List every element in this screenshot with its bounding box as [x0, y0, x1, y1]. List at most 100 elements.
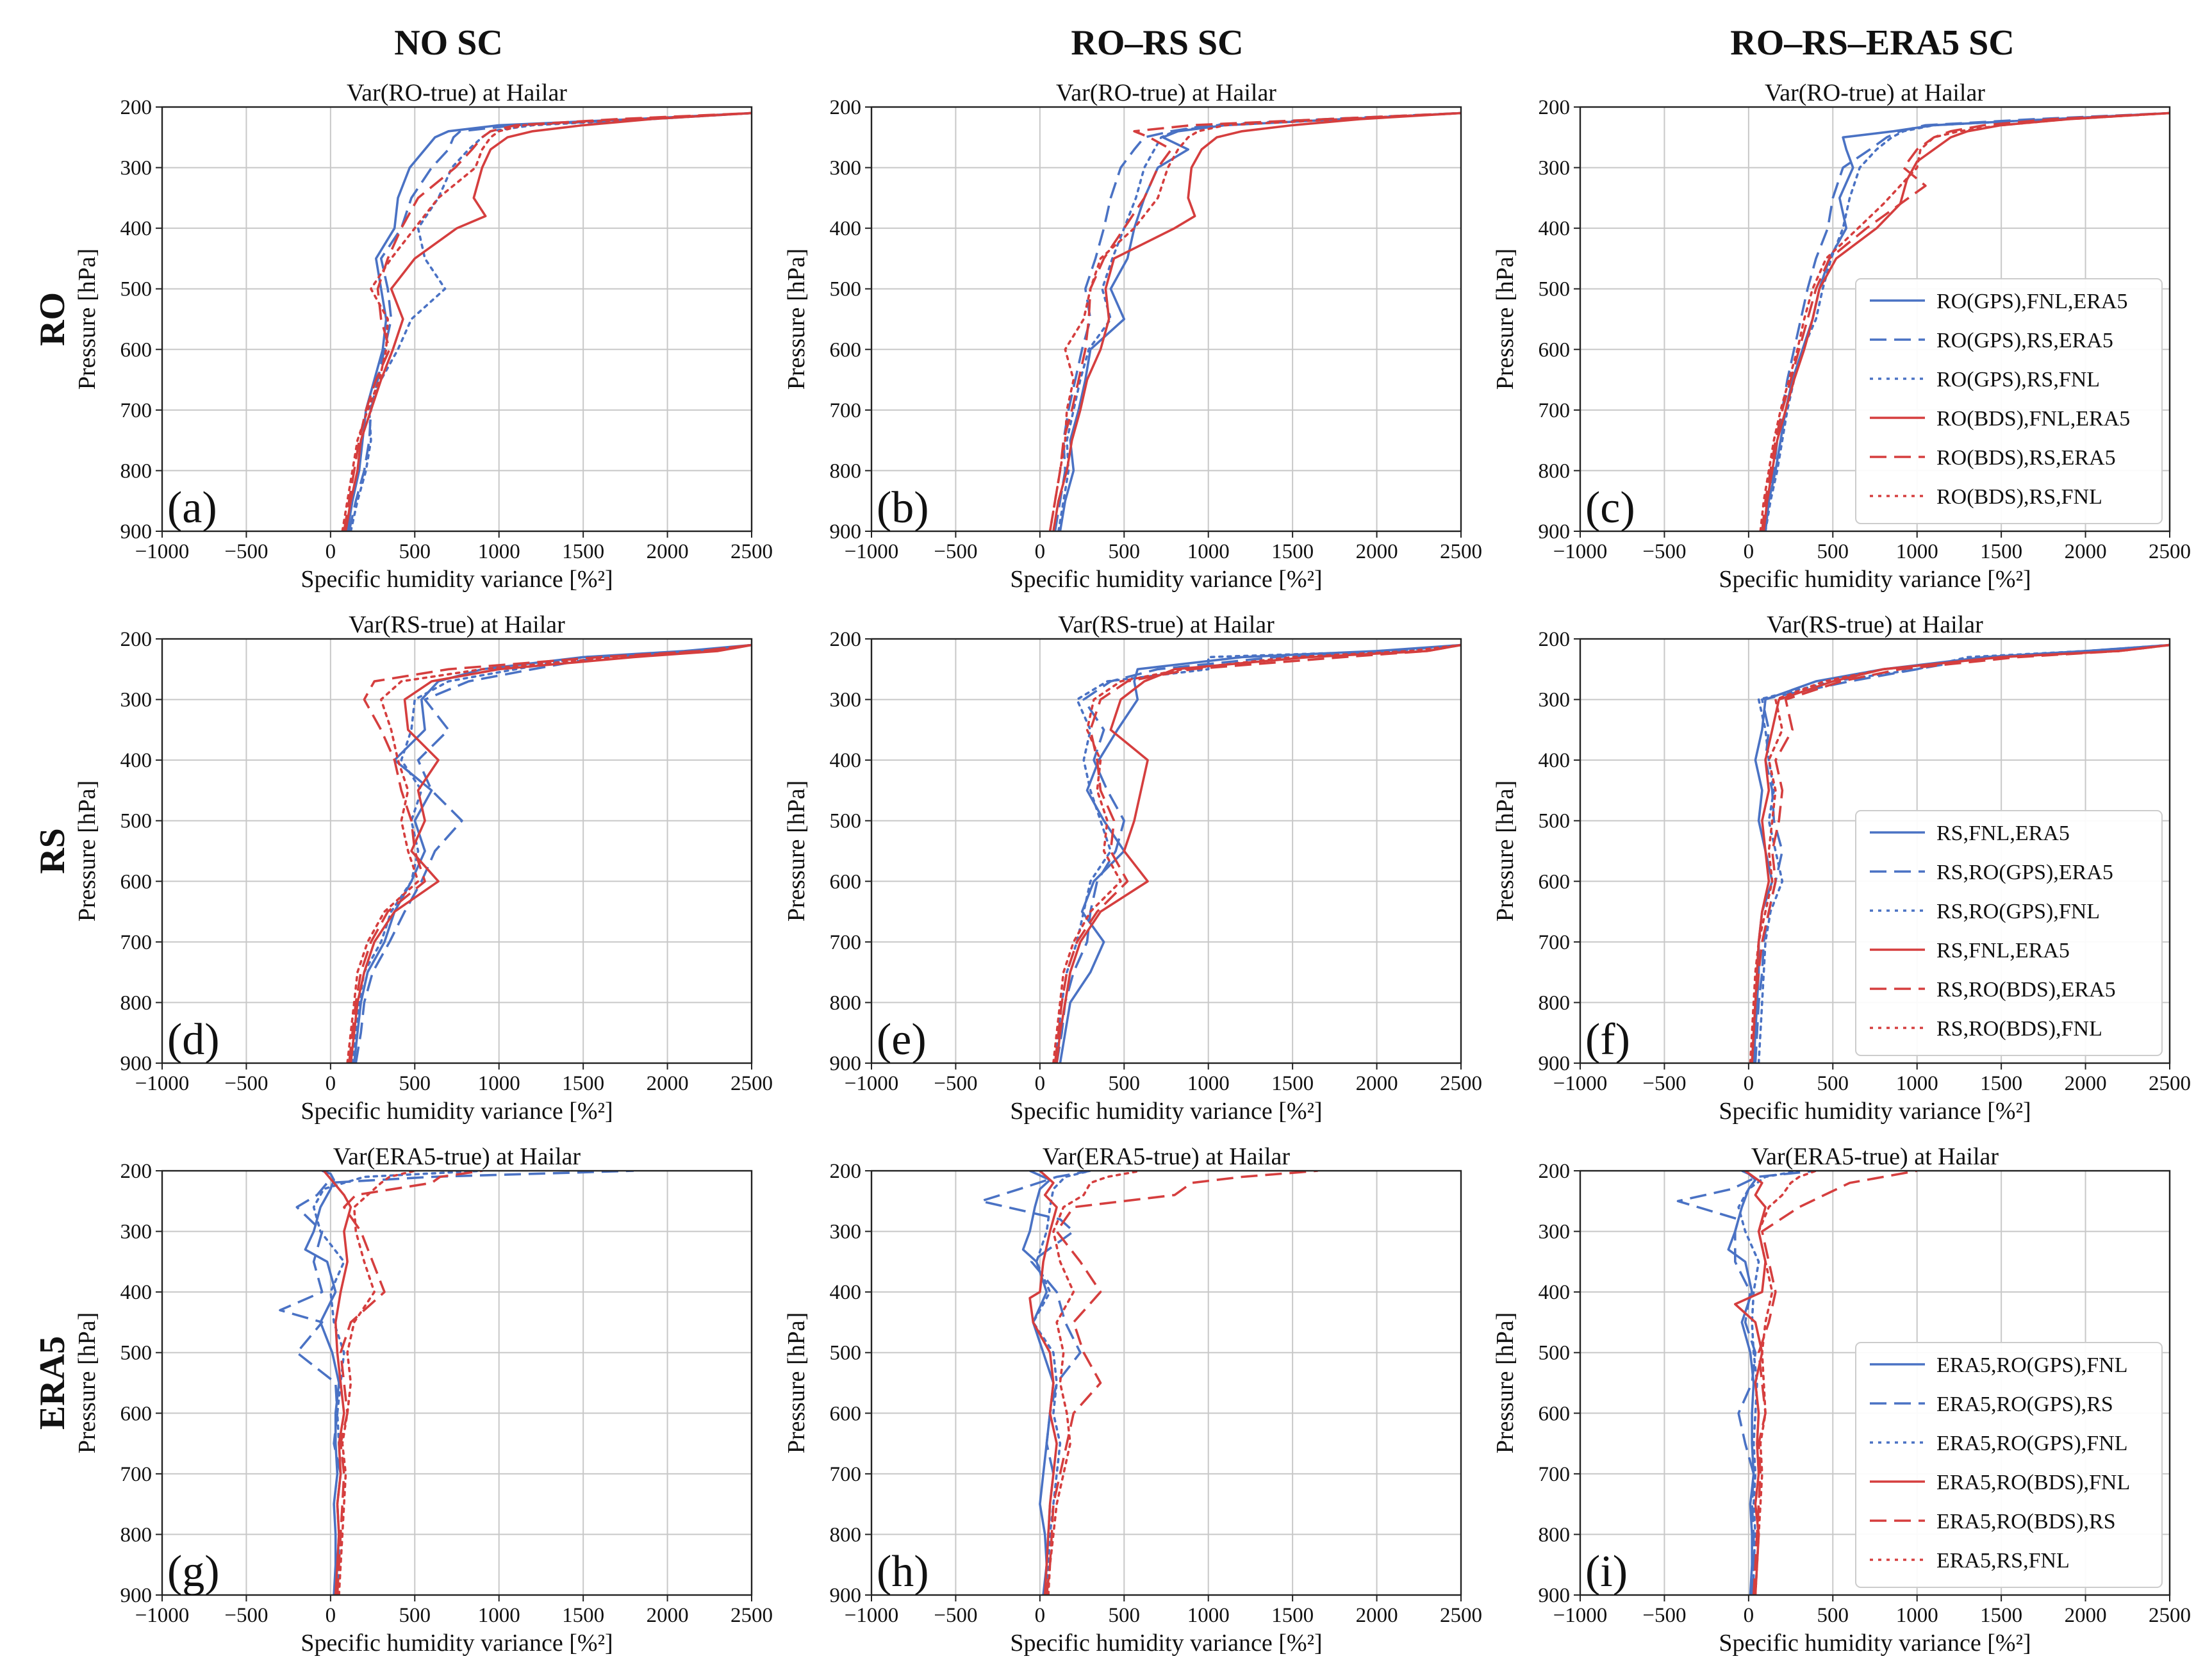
panel-title: Var(RO-true) at Hailar	[347, 79, 567, 106]
series-line	[1048, 112, 1461, 531]
x-tick-label: 500	[1817, 540, 1849, 563]
y-tick-label: 800	[1539, 459, 1571, 483]
y-tick-label: 200	[830, 1160, 862, 1183]
series-group	[279, 1171, 634, 1595]
y-tick-label: 800	[1539, 1523, 1571, 1546]
x-tick-label: 1500	[1271, 1072, 1314, 1095]
y-tick-label: 200	[1539, 628, 1571, 651]
x-tick-label: 0	[326, 1072, 336, 1095]
panel-title: Var(ERA5-true) at Hailar	[1751, 1143, 1999, 1170]
panel-label: (f)	[1585, 1015, 1630, 1064]
row-header-era5: ERA5	[33, 1336, 72, 1430]
plot-frame	[870, 638, 1462, 1064]
x-tick-label: 0	[1035, 1604, 1046, 1627]
panel-h: −1000 −500 0 500 1000 1500 2000 2500 200 300 400 50…	[783, 1143, 1482, 1657]
y-tick-label: 600	[120, 870, 153, 893]
legend-label: RO(GPS),FNL,ERA5	[1936, 290, 2127, 313]
x-tick-label: 500	[399, 540, 431, 563]
x-tick-label: 2000	[647, 1604, 689, 1627]
x-axis-label: Specific humidity variance [%²]	[301, 1098, 613, 1125]
legend-label: RO(BDS),RS,FNL	[1936, 485, 2102, 509]
x-tick-label: −1000	[135, 540, 190, 563]
y-tick-label: 600	[830, 338, 862, 361]
panel-label: (e)	[877, 1015, 927, 1064]
x-tick-label: −500	[224, 540, 268, 563]
panel-label: (h)	[877, 1547, 929, 1596]
y-tick-label: 300	[1539, 1221, 1571, 1244]
y-tick-label: 900	[830, 1052, 862, 1075]
series-line	[1751, 643, 2170, 1063]
series-line	[1754, 1171, 1817, 1595]
column-header-ro-rs-era5-sc: RO–RS–ERA5 SC	[1730, 23, 2014, 63]
y-tick-label: 600	[830, 870, 862, 893]
series-line	[1727, 1171, 1757, 1595]
y-tick-label: 900	[1539, 1052, 1571, 1075]
x-axis-label: Specific humidity variance [%²]	[1010, 1630, 1322, 1657]
legend-label: ERA5,RS,FNL	[1936, 1549, 2070, 1573]
panel-title: Var(RS-true) at Hailar	[349, 611, 565, 638]
legend: RS,FNL,ERA5 RS,RO(GPS),ERA5 RS,RO(GPS),FNL…	[1855, 810, 2163, 1056]
x-axis-label: Specific humidity variance [%²]	[301, 566, 613, 593]
y-tick-label: 900	[830, 1584, 862, 1607]
series-line	[344, 112, 752, 531]
x-tick-label: 1000	[1187, 1072, 1230, 1095]
x-tick-label: −1000	[1553, 1072, 1608, 1095]
plot-frame	[870, 106, 1462, 533]
y-tick-label: 300	[1539, 689, 1571, 712]
series-line	[1762, 112, 2170, 531]
y-tick-label: 200	[120, 1160, 153, 1183]
panel-title: Var(RS-true) at Hailar	[1767, 611, 1983, 638]
y-tick-label: 300	[830, 689, 862, 712]
legend-label: RS,RO(GPS),FNL	[1936, 900, 2100, 923]
series-line	[341, 112, 752, 531]
x-tick-label: 2500	[1440, 1604, 1482, 1627]
panel-b: −1000 −500 0 500 1000 1500 2000 2500 200 300 400 50…	[783, 79, 1482, 593]
x-tick-label: 1000	[1187, 1604, 1230, 1627]
y-tick-label: 700	[830, 399, 862, 422]
y-tick-label: 600	[120, 1402, 153, 1425]
y-tick-label: 700	[120, 399, 153, 422]
legend-label: RO(BDS),RS,ERA5	[1936, 446, 2116, 470]
series-line	[1052, 643, 1461, 1063]
y-tick-label: 200	[830, 628, 862, 651]
x-tick-label: 2000	[1356, 540, 1398, 563]
x-tick-label: 1500	[1980, 540, 2022, 563]
series-line	[1048, 112, 1461, 531]
x-axis-label: Specific humidity variance [%²]	[1010, 1098, 1322, 1125]
y-tick-label: 500	[830, 1342, 862, 1365]
plot-frame	[1579, 638, 2171, 1064]
plot-frame	[161, 106, 753, 533]
y-tick-label: 200	[1539, 1160, 1571, 1183]
x-tick-label: −1000	[135, 1604, 190, 1627]
x-tick-label: 500	[1109, 1604, 1141, 1627]
x-tick-label: 1000	[478, 1604, 520, 1627]
y-tick-label: 200	[1539, 96, 1571, 119]
x-tick-label: 1000	[1896, 1072, 1938, 1095]
y-tick-label: 500	[1539, 1342, 1571, 1365]
x-tick-label: −500	[1642, 540, 1686, 563]
x-tick-label: 500	[1109, 1072, 1141, 1095]
x-tick-label: 0	[1744, 1604, 1754, 1627]
y-tick-label: 900	[1539, 520, 1571, 543]
x-tick-label: 2500	[1440, 540, 1482, 563]
legend-label: RS,FNL,ERA5	[1936, 939, 2070, 963]
x-tick-label: 0	[1035, 1072, 1046, 1095]
x-tick-label: 1500	[1271, 540, 1314, 563]
x-tick-label: 1500	[562, 1072, 604, 1095]
panel-c: −1000 −500 0 500 1000 1500 2000 2500 200 300 400 50…	[1492, 79, 2191, 593]
y-axis-label: Pressure [hPa]	[1492, 781, 1519, 922]
panel-d: −1000 −500 0 500 1000 1500 2000 2500 200 300 400 50…	[74, 611, 773, 1125]
series-group	[341, 112, 752, 531]
y-tick-label: 700	[830, 931, 862, 954]
x-tick-label: 2500	[2149, 1072, 2191, 1095]
series-line	[1737, 1171, 1801, 1595]
x-tick-label: −500	[224, 1604, 268, 1627]
x-tick-label: 0	[326, 1604, 336, 1627]
series-group	[346, 643, 752, 1063]
panel-title: Var(RO-true) at Hailar	[1056, 79, 1276, 106]
row-header-ro: RO	[33, 292, 72, 346]
panel-title: Var(RO-true) at Hailar	[1765, 79, 1985, 106]
x-tick-label: −1000	[845, 540, 899, 563]
y-tick-label: 400	[1539, 749, 1571, 772]
